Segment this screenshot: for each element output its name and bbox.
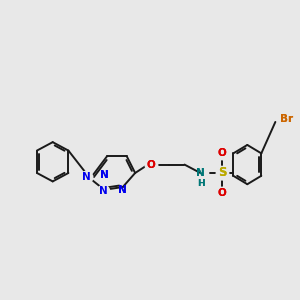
Text: N: N: [118, 185, 127, 195]
Text: N: N: [196, 168, 205, 178]
Text: O: O: [218, 188, 226, 198]
Text: O: O: [218, 148, 226, 158]
Text: O: O: [218, 188, 226, 198]
Text: H: H: [198, 179, 205, 188]
Text: N: N: [100, 170, 109, 180]
Text: S: S: [218, 167, 226, 179]
Text: N: N: [196, 168, 205, 178]
Text: O: O: [146, 160, 155, 170]
Text: O: O: [218, 148, 226, 158]
Text: Br: Br: [280, 114, 293, 124]
Text: H: H: [198, 179, 205, 188]
Text: N: N: [82, 172, 90, 182]
Text: Br: Br: [280, 114, 293, 124]
Text: O: O: [146, 160, 155, 170]
Text: S: S: [218, 167, 226, 179]
Text: N: N: [100, 170, 109, 180]
Text: N: N: [98, 186, 107, 196]
Text: N: N: [118, 185, 127, 195]
